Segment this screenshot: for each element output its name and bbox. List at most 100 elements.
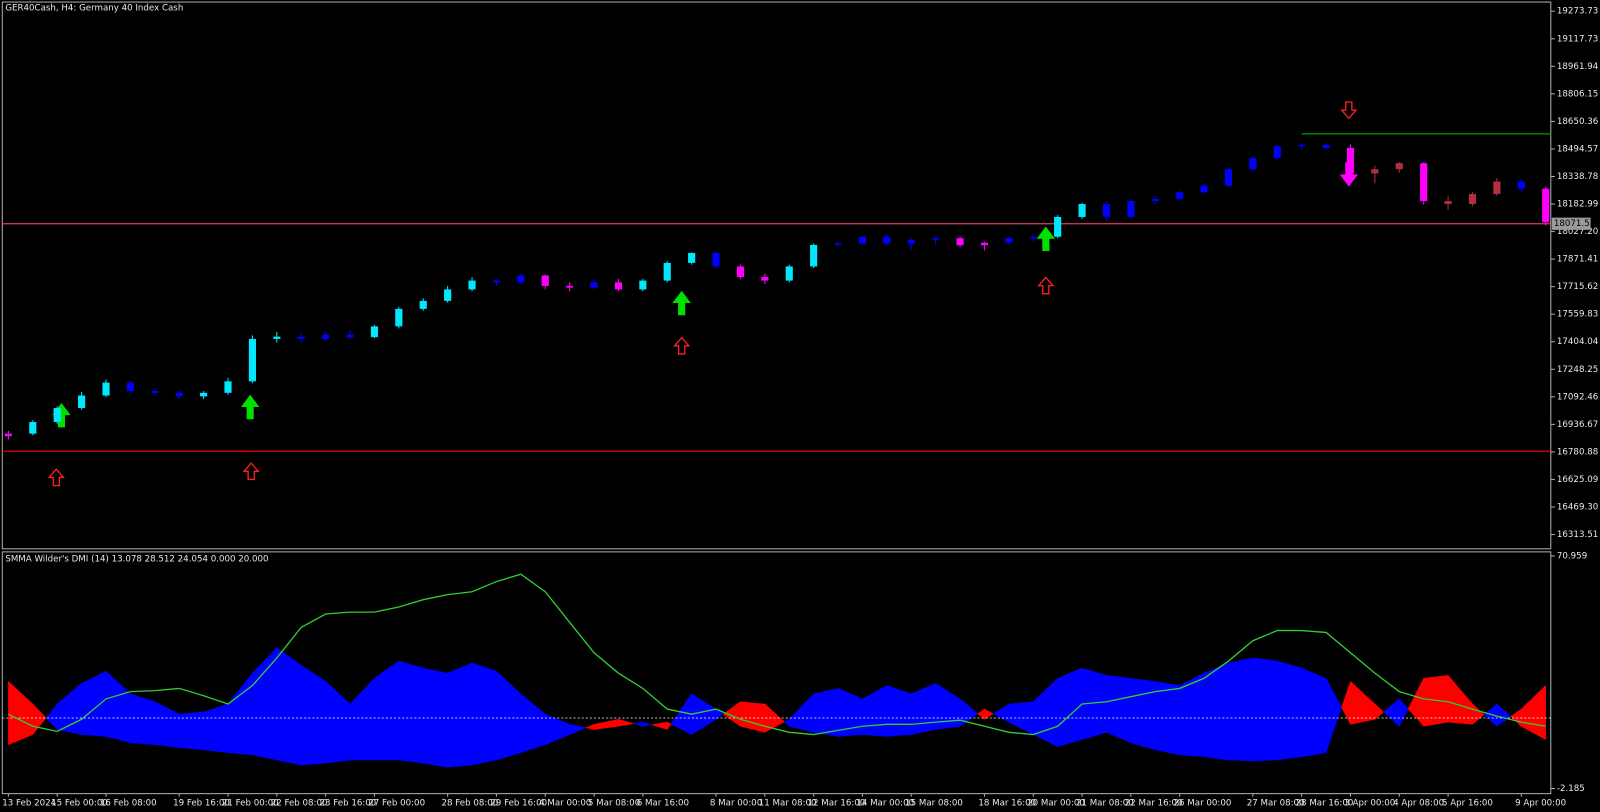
di-fill <box>618 718 634 727</box>
x-tick-label: 18 Mar 16:00 <box>978 798 1036 808</box>
candle-body <box>980 242 989 246</box>
y-tick-label: 19273.73 <box>1557 7 1598 17</box>
candle-body <box>175 392 183 397</box>
candle-body <box>200 392 208 397</box>
x-tick-label: 21 Mar 08:00 <box>1076 798 1134 808</box>
di-fill <box>374 660 400 761</box>
candle-body <box>444 289 452 301</box>
y-tick-label: 17404.04 <box>1557 337 1599 347</box>
candle-body <box>1468 193 1477 205</box>
y-tick-label: 17092.46 <box>1557 392 1598 402</box>
candle-body <box>517 275 525 283</box>
candle-body <box>907 239 915 244</box>
indicator-title: SMMA Wilder's DMI (14) 13.078 28.512 24.… <box>5 555 268 565</box>
candle-body <box>761 277 769 281</box>
candle-body <box>1517 181 1525 189</box>
x-tick-label: 22 Mar 16:00 <box>1125 798 1183 808</box>
x-tick-label: 5 Apr 16:00 <box>1442 798 1493 808</box>
candle-body <box>1249 158 1257 170</box>
candle-body <box>468 280 476 290</box>
x-tick-label: 28 Mar 16:00 <box>1296 798 1354 808</box>
candle-body <box>858 236 867 244</box>
candle-body <box>248 338 256 382</box>
candle-body <box>736 266 745 278</box>
y-tick-label: 18806.15 <box>1557 89 1598 99</box>
y-tick-label: 19117.73 <box>1557 34 1598 44</box>
candle-body <box>1127 201 1135 217</box>
x-tick-label: 23 Feb 16:00 <box>320 798 377 808</box>
di-fill <box>886 685 912 737</box>
x-tick-label: 3 Apr 00:00 <box>1344 798 1395 808</box>
x-tick-label: 6 Mar 16:00 <box>637 798 689 808</box>
di-fill <box>203 703 229 753</box>
x-tick-label: 20 Mar 00:00 <box>1027 798 1085 808</box>
di-fill <box>1106 675 1132 744</box>
y-tick-label: 16936.67 <box>1557 420 1598 430</box>
di-fill <box>471 662 497 766</box>
y-tick-label: 18650.36 <box>1557 117 1598 127</box>
y-tick-label: 18494.57 <box>1557 144 1598 154</box>
candle-body <box>1542 188 1550 223</box>
candle-body <box>785 266 793 281</box>
x-tick-label: 28 Feb 08:00 <box>442 798 499 808</box>
candle-body <box>1346 148 1355 174</box>
y-tick-label: 16780.88 <box>1557 447 1598 457</box>
di-fill <box>1374 703 1385 720</box>
x-tick-label: 11 Mar 08:00 <box>759 798 817 808</box>
x-tick-label: 4 Mar 00:00 <box>539 798 591 808</box>
y-tick-label: 18338.78 <box>1557 172 1598 182</box>
di-fill <box>1179 672 1205 758</box>
candle-body <box>566 285 574 288</box>
candle-body <box>663 262 671 281</box>
x-tick-label: 15 Feb 00:00 <box>51 798 108 808</box>
di-fill <box>959 698 979 727</box>
y-tick-label: 17559.83 <box>1557 310 1598 320</box>
di-fill <box>1252 657 1278 762</box>
di-fill <box>1496 703 1512 727</box>
candle-body <box>1298 144 1306 147</box>
di-fill <box>1277 660 1302 761</box>
di-fill <box>398 660 424 764</box>
x-tick-label: 15 Mar 08:00 <box>905 798 963 808</box>
y-tick-label: 17871.41 <box>1557 255 1598 265</box>
candle-body <box>346 334 354 338</box>
candle-body <box>614 282 623 290</box>
candle-body <box>883 236 891 244</box>
di-fill <box>1130 677 1156 751</box>
candle-body <box>1395 163 1403 170</box>
di-fill <box>1301 667 1327 758</box>
candle-body <box>1054 216 1062 237</box>
candle-body <box>322 334 330 339</box>
candle-body <box>126 382 134 392</box>
x-tick-label: 13 Feb 2024 <box>2 798 56 808</box>
candle-body <box>151 391 159 393</box>
candle-body <box>1444 201 1452 205</box>
x-tick-label: 29 Feb 16:00 <box>490 798 547 808</box>
di-fill <box>300 664 326 766</box>
di-fill <box>1228 657 1254 762</box>
y-tick-label: 18961.94 <box>1557 62 1599 72</box>
di-fill <box>666 721 672 731</box>
candle-body <box>419 300 427 309</box>
candle-body <box>1273 146 1281 159</box>
y-tick-label: 17715.62 <box>1557 282 1598 292</box>
candle-body <box>1493 181 1501 194</box>
y-tick-label: -2.185 <box>1557 784 1585 794</box>
candle-body <box>4 433 12 437</box>
candle-body <box>224 381 232 393</box>
di-fill <box>1521 684 1546 741</box>
x-tick-label: 16 Feb 08:00 <box>100 798 157 808</box>
candle-body <box>1151 198 1159 202</box>
candle-body <box>1029 236 1037 239</box>
candle-body <box>1078 204 1086 217</box>
di-fill <box>1325 678 1342 753</box>
di-fill <box>1203 662 1229 761</box>
candle-body <box>541 275 549 286</box>
y-tick-label: 16469.30 <box>1557 502 1598 512</box>
di-fill <box>642 721 652 727</box>
candle-body <box>395 308 403 327</box>
candle-body <box>639 280 647 290</box>
candle-body <box>273 336 281 339</box>
adx-line <box>8 573 1546 736</box>
